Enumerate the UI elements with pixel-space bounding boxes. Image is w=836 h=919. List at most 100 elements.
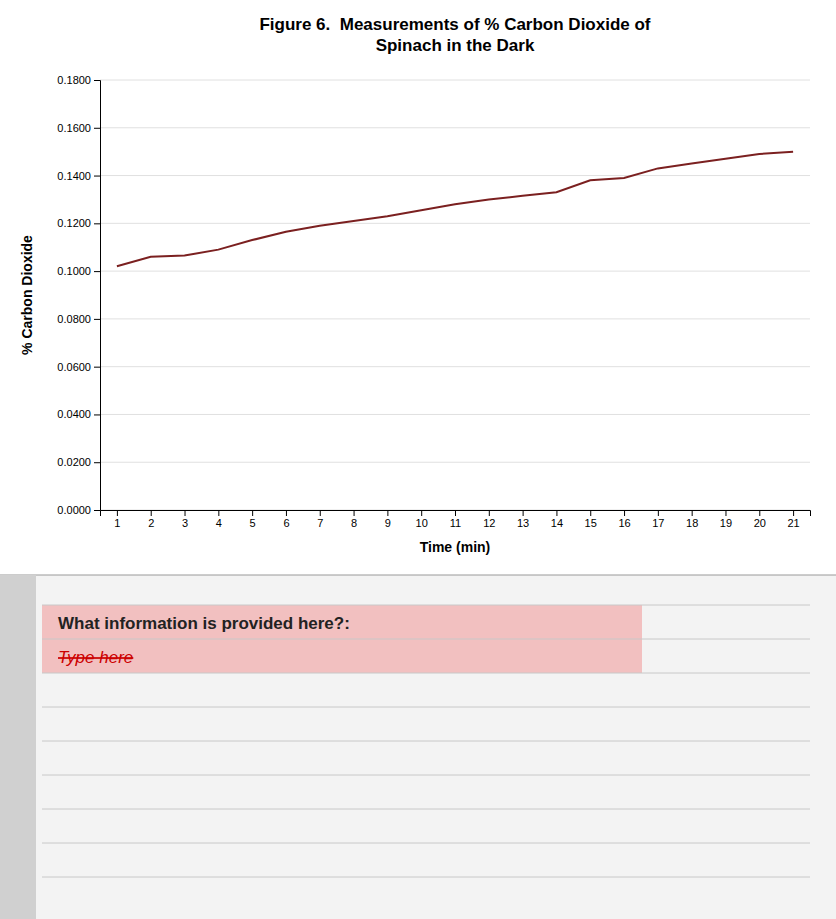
tick-mark (218, 510, 219, 516)
line (117, 152, 793, 267)
tick-label: 17 (652, 517, 664, 529)
notepad-rule (42, 877, 810, 878)
x-axis: 123456789101112131415161718192021 (101, 510, 811, 529)
grid-line (100, 80, 810, 81)
tick-mark (94, 223, 100, 224)
tick-label: 7 (317, 517, 323, 529)
tick-mark (692, 510, 693, 516)
tick: 13 (517, 510, 529, 529)
answer: Type here (58, 648, 133, 667)
tick-mark (185, 510, 186, 516)
notepad-rule (42, 775, 810, 776)
tick-mark (489, 510, 490, 516)
grid-line (100, 366, 810, 367)
tick-mark (94, 271, 100, 272)
plot-area (117, 152, 793, 267)
tick: 0.0400 (57, 408, 100, 420)
tick-mark (94, 319, 100, 320)
tick-mark (759, 510, 760, 516)
tick: 9 (385, 510, 391, 529)
notepad-rule (42, 809, 810, 810)
y-axis-line (94, 81, 101, 511)
tick-mark (94, 510, 100, 511)
x-axis-line (101, 511, 811, 517)
tick-label: 19 (720, 517, 732, 529)
tick-label: 10 (416, 517, 428, 529)
tick-label: 9 (385, 517, 391, 529)
tick: 0.1200 (57, 217, 100, 229)
tick-mark (556, 510, 557, 516)
tick: 0.1600 (57, 122, 100, 134)
tick-label: 12 (483, 517, 495, 529)
grid-line (100, 271, 810, 272)
question: What information is provided here?: (58, 614, 350, 633)
grid-line (100, 175, 810, 176)
y-axis: 0.0000 0.0200 0.0400 0.0600 0.0800 0.1000 0.12… (57, 74, 100, 516)
tick-label: 15 (585, 517, 597, 529)
notepad-margin (0, 575, 36, 919)
tick: 0.1000 (57, 265, 100, 277)
tick: 0.1800 (57, 74, 100, 86)
notepad (0, 575, 836, 919)
chart: Figure 6. Measurements of % Carbon Dioxi… (0, 0, 836, 919)
grid-line (100, 414, 810, 415)
tick-mark (455, 510, 456, 516)
grid-line (100, 127, 810, 128)
tick-label: 0.1600 (57, 122, 91, 134)
tick: 16 (618, 510, 630, 529)
tick: 5 (250, 510, 256, 529)
tick: 1 (114, 510, 120, 529)
title: Figure 6. Measurements of % Carbon Dioxi… (259, 15, 650, 34)
tick-mark (151, 510, 152, 516)
notepad-rule (42, 707, 810, 708)
tick: 15 (585, 510, 597, 529)
tick-label: 0.1000 (57, 265, 91, 277)
tick: 0.0000 (57, 504, 100, 516)
tick-mark (94, 367, 100, 368)
tick-label: 0.0000 (57, 504, 91, 516)
notepad-rule (42, 741, 810, 742)
tick-mark (94, 462, 100, 463)
tick-label: 0.0200 (57, 456, 91, 468)
tick-label: 0.0400 (57, 408, 91, 420)
tick-label: 1 (114, 517, 120, 529)
tick-label: 0.1200 (57, 217, 91, 229)
tick-mark (94, 128, 100, 129)
notepad-rule (42, 843, 810, 844)
tick-mark (286, 510, 287, 516)
tick: 0.0800 (57, 313, 100, 325)
tick: 4 (216, 510, 222, 529)
tick-label: 18 (686, 517, 698, 529)
tick: 17 (652, 510, 664, 529)
tick: 8 (351, 510, 357, 529)
subtitle: Spinach in the Dark (376, 36, 535, 55)
grid-line (100, 462, 810, 463)
tick-mark (252, 510, 253, 516)
tick: 0.1400 (57, 170, 100, 182)
tick: 20 (754, 510, 766, 529)
tick: 0.0600 (57, 361, 100, 373)
tick: 10 (416, 510, 428, 529)
tick-label: 8 (351, 517, 357, 529)
tick-label: 21 (787, 517, 799, 529)
tick-label: 0.1400 (57, 170, 91, 182)
tick-mark (117, 510, 118, 516)
tick-label: 16 (618, 517, 630, 529)
tick-mark (94, 80, 100, 81)
tick-mark (624, 510, 625, 516)
notepad-rule (42, 673, 810, 674)
tick-mark (658, 510, 659, 516)
tick-label: 20 (754, 517, 766, 529)
tick: 14 (551, 510, 563, 529)
tick: 11 (450, 510, 461, 529)
tick-label: 11 (450, 517, 461, 529)
notepad-rule (42, 639, 810, 640)
tick: 21 (787, 510, 799, 529)
separator (0, 575, 836, 576)
tick-label: 6 (283, 517, 289, 529)
tick-label: 0.1800 (57, 74, 91, 86)
tick-mark (793, 510, 794, 516)
tick-mark (94, 176, 100, 177)
tick-mark (387, 510, 388, 516)
tick-label: 3 (182, 517, 188, 529)
